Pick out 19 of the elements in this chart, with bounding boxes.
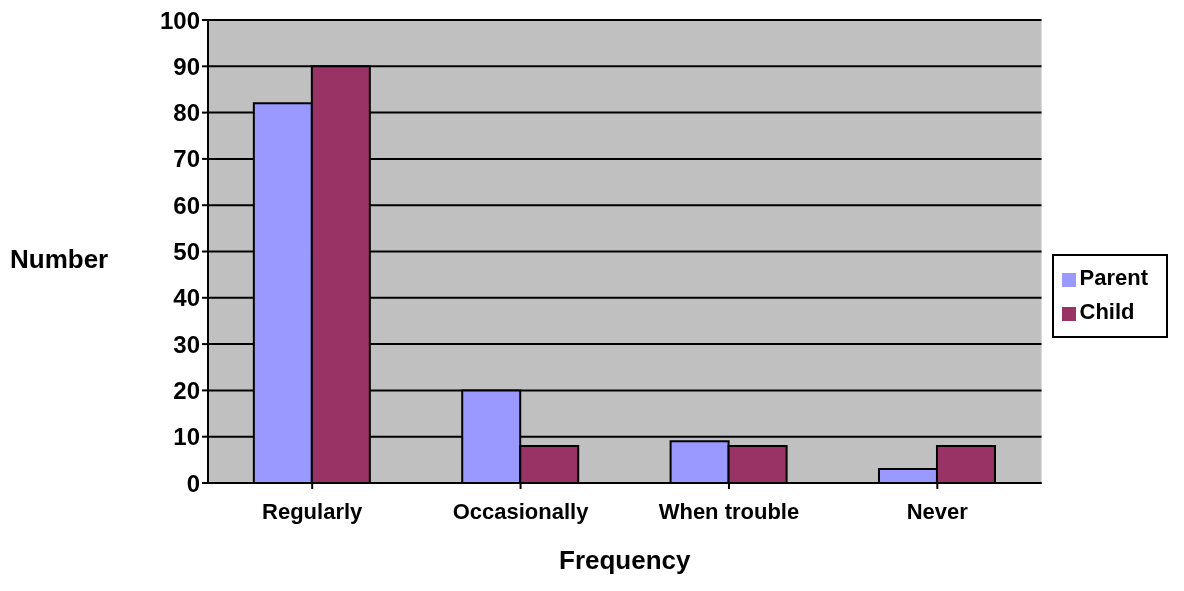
y-tick-label: 100	[159, 6, 200, 34]
y-tick-label: 30	[173, 330, 200, 358]
y-tick-label: 40	[173, 284, 200, 312]
y-tick-label: 10	[173, 423, 200, 451]
y-tick-label: 90	[173, 52, 200, 80]
y-tick-label: 70	[173, 145, 200, 173]
x-tick-label: Never	[906, 498, 969, 524]
y-tick-label: 80	[173, 99, 200, 127]
x-tick-label: When trouble	[658, 498, 800, 524]
x-tick-label: Regularly	[262, 498, 364, 524]
y-tick-label: 20	[173, 376, 200, 404]
y-tick-label: 0	[186, 469, 200, 497]
x-tick-label: Occasionally	[452, 498, 590, 524]
legend-label: Child	[1079, 298, 1135, 324]
y-axis-title: Number	[10, 244, 109, 275]
y-tick-label: 50	[173, 238, 200, 266]
legend-label: Parent	[1079, 264, 1148, 290]
y-tick-label: 60	[173, 191, 200, 219]
x-axis-title: Frequency	[559, 545, 692, 576]
